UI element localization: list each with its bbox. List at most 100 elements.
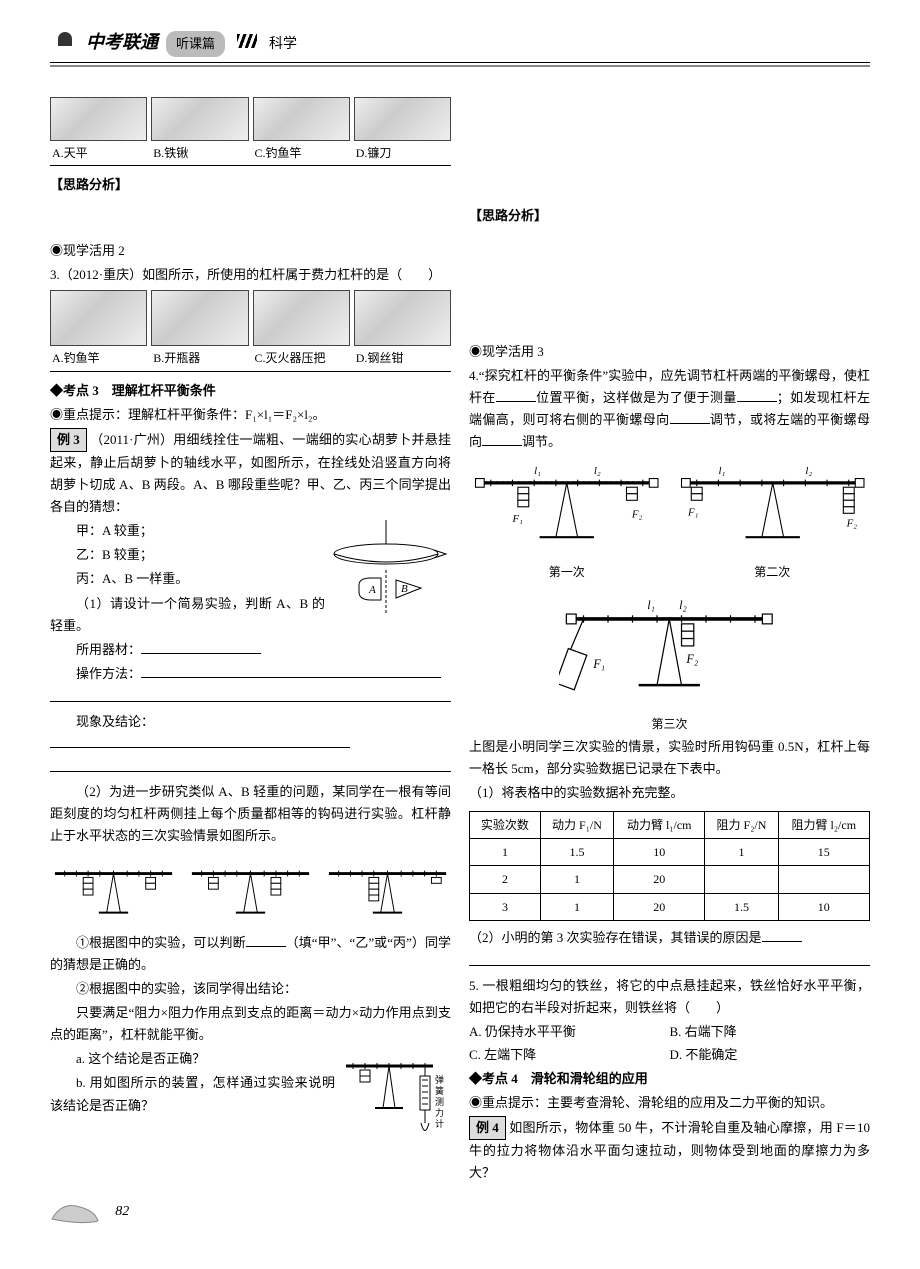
sub-question-2: （2）为进一步研究类似 A、B 轻重的问题，某同学在一根有等间距刻度的均匀杠杆两…	[50, 781, 451, 847]
td: 1	[705, 838, 778, 865]
option-b: B.铁锹	[151, 143, 248, 163]
figure-captions: A.天平 B.铁锹 C.钓鱼竿 D.镰刀	[50, 143, 451, 166]
option-b: B.开瓶器	[151, 348, 248, 368]
question-stem: 5. 一根粗细均匀的铁丝，将它的中点悬挂起来，铁丝恰好水平平衡，如把它的右半段对…	[469, 975, 870, 1019]
section-tag: 听课篇	[166, 31, 225, 57]
blank-line	[496, 388, 536, 402]
method-line: 操作方法：	[50, 663, 451, 685]
blank-line	[50, 758, 451, 772]
td: 10	[614, 838, 705, 865]
td: 1	[540, 893, 613, 920]
keypoint-hint: ◉重点提示：主要考查滑轮、滑轮组的应用及二力平衡的知识。	[469, 1092, 870, 1114]
keypoint-hint: ◉重点提示：理解杠杆平衡条件：F₁×l₁＝F₂×l₂。	[50, 404, 451, 426]
figure-placeholder	[354, 97, 451, 141]
figure-caption: 第二次	[675, 562, 871, 582]
blank-line	[469, 952, 870, 966]
option-a: A.天平	[50, 143, 147, 163]
svg-text:力: 力	[435, 1107, 444, 1118]
svg-text:测: 测	[435, 1097, 444, 1107]
lever-figure-row	[50, 854, 451, 922]
question-stem: 3.（2012·重庆）如图所示，所使用的杠杆属于费力杠杆的是（ ）	[50, 264, 451, 286]
option-d: D. 不能确定	[670, 1044, 871, 1066]
right-column: 【思路分析】 ◉现学活用 3 4.“探究杠杆的平衡条件”实验中，应先调节杠杆两端…	[469, 93, 870, 1187]
stripes-icon	[237, 34, 257, 48]
activity-heading: ◉现学活用 2	[50, 240, 451, 262]
figure-captions: A.钓鱼竿 B.开瓶器 C.灭火器压把 D.钢丝钳	[50, 348, 451, 371]
option-d: D.钢丝钳	[354, 348, 451, 368]
analysis-heading: 【思路分析】	[469, 205, 870, 227]
page-header: 中考联通 听课篇 科学	[0, 0, 920, 75]
subject-label: 科学	[269, 33, 297, 57]
td: 2	[470, 866, 541, 893]
figure-placeholder	[50, 290, 147, 346]
svg-text:F₂: F₂	[845, 517, 857, 529]
example-tag: 例 3	[50, 428, 87, 452]
figure-placeholder	[253, 290, 350, 346]
lever-svg-2: l₁ l₂ F₁ F₂	[675, 459, 871, 557]
lever-svg	[324, 854, 451, 922]
option-b: B. 右端下降	[670, 1021, 871, 1043]
option-a: A. 仍保持水平平衡	[469, 1021, 670, 1043]
result-label: 现象及结论：	[76, 714, 154, 729]
th: 动力 F₁/N	[540, 811, 613, 838]
figure-placeholder	[253, 97, 350, 141]
svg-text:F₁: F₁	[511, 513, 523, 525]
data-table: 实验次数 动力 F₁/N 动力臂 l₁/cm 阻力 F₂/N 阻力臂 l₂/cm…	[469, 811, 870, 922]
table-question-1: （1）将表格中的实验数据补充完整。	[469, 782, 870, 804]
page-footer: 82	[0, 1196, 920, 1248]
sub-question: ①根据图中的实验，可以判断（填“甲”、“乙”或“丙”）同学的猜想是正确的。	[50, 932, 451, 976]
th: 阻力 F₂/N	[705, 811, 778, 838]
carrot-svg: A B	[331, 520, 451, 620]
svg-text:计: 计	[435, 1118, 444, 1129]
td: 15	[778, 838, 869, 865]
example-stem: 例 3 （2011·广州）用细线拴住一端粗、一端细的实心胡萝卜并悬挂起来，静止后…	[50, 428, 451, 518]
conclusion-text: 只要满足“阻力×阻力作用点到支点的距离＝动力×动力作用点到支点的距离”，杠杆就能…	[50, 1002, 451, 1046]
carrot-figure: A B	[331, 520, 451, 627]
table-row: 2 1 20	[470, 866, 870, 893]
option-d: D.镰刀	[354, 143, 451, 163]
td: 1	[540, 866, 613, 893]
svg-text:l₁: l₁	[647, 599, 655, 613]
lever-figure-row: l₁ l₂ F₁ F₂ 第一次 l₁ l₂	[469, 459, 870, 582]
keypoint-title: ◆考点 4 滑轮和滑轮组的应用	[469, 1068, 870, 1090]
left-column: A.天平 B.铁锹 C.钓鱼竿 D.镰刀 【思路分析】 ◉现学活用 2 3.（2…	[50, 93, 451, 1187]
svg-text:l₂: l₂	[805, 465, 812, 477]
blank-line	[141, 640, 261, 654]
figure-placeholder	[151, 97, 248, 141]
figure-placeholder	[50, 97, 147, 141]
svg-text:A: A	[368, 584, 376, 596]
result-line: 现象及结论：	[50, 711, 451, 755]
example-stem: 例 4 如图所示，物体重 50 牛，不计滑轮自重及轴心摩擦，用 F＝10 牛的拉…	[469, 1116, 870, 1184]
svg-text:F₁: F₁	[593, 657, 606, 671]
td: 1	[470, 838, 541, 865]
th: 实验次数	[470, 811, 541, 838]
td: 3	[470, 893, 541, 920]
logo-icon	[50, 20, 78, 48]
td: 1.5	[540, 838, 613, 865]
lever-svg-1: l₁ l₂ F₁ F₂	[469, 459, 665, 557]
blank-row	[50, 687, 451, 709]
blank-line	[737, 388, 777, 402]
th: 动力臂 l₁/cm	[614, 811, 705, 838]
blank-line	[482, 432, 522, 446]
spring-figure: 弹 簧 测 力 计	[341, 1048, 451, 1165]
blank-line	[762, 928, 802, 942]
svg-text:l₂: l₂	[679, 599, 687, 613]
svg-text:B: B	[401, 583, 408, 595]
svg-text:F₂: F₂	[631, 509, 643, 521]
td: 1.5	[705, 893, 778, 920]
option-c: C.钓鱼竿	[253, 143, 350, 163]
table-row: 1 1.5 10 1 15	[470, 838, 870, 865]
th: 阻力臂 l₂/cm	[778, 811, 869, 838]
blank-line	[246, 933, 286, 947]
svg-text:F₁: F₁	[687, 507, 699, 519]
analysis-heading: 【思路分析】	[50, 174, 451, 196]
blank-row	[50, 757, 451, 779]
table-header-row: 实验次数 动力 F₁/N 动力臂 l₁/cm 阻力 F₂/N 阻力臂 l₂/cm	[470, 811, 870, 838]
example-text: （2011·广州）用细线拴住一端粗、一端细的实心胡萝卜并悬挂起来，静止后胡萝卜的…	[50, 432, 451, 514]
question-stem: 4.“探究杠杆的平衡条件”实验中，应先调节杠杆两端的平衡螺母，使杠杆在位置平衡，…	[469, 365, 870, 453]
content-columns: A.天平 B.铁锹 C.钓鱼竿 D.镰刀 【思路分析】 ◉现学活用 2 3.（2…	[0, 75, 920, 1197]
example-text: 如图所示，物体重 50 牛，不计滑轮自重及轴心摩擦，用 F＝10 牛的拉力将物体…	[469, 1120, 870, 1180]
divider	[50, 65, 870, 67]
spring-label: 弹	[435, 1074, 444, 1085]
